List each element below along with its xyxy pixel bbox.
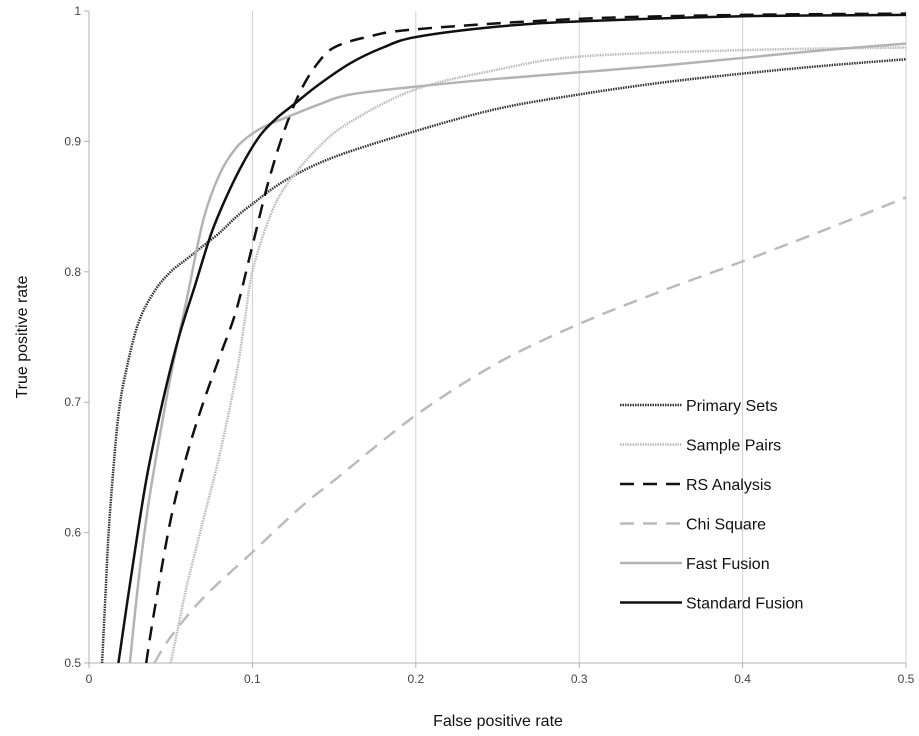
x-tick-label-1: 0.1 (244, 672, 261, 686)
axes (88, 11, 906, 664)
y-tick-label-2: 0.7 (64, 395, 81, 409)
y-axis-label: True positive rate (14, 275, 31, 398)
y-tick-labels: 0.5 0.6 0.7 0.8 0.9 1 (64, 4, 89, 670)
series-line-rs-analysis (144, 12, 906, 663)
x-tick-labels: 0 0.1 0.2 0.3 0.4 0.5 (86, 663, 915, 686)
x-tick-label-3: 0.3 (571, 672, 588, 686)
series-lines (100, 12, 906, 663)
x-tick-label-4: 0.4 (734, 672, 751, 686)
series-line-chi-square (153, 196, 906, 663)
y-tick-label-5: 1 (74, 4, 81, 18)
x-tick-label-0: 0 (86, 672, 93, 686)
x-tick-label-5: 0.5 (898, 672, 915, 686)
legend: Primary Sets Sample Pairs RS Analysis Chi S… (620, 398, 803, 613)
legend-label-sample-pairs: Sample Pairs (686, 438, 781, 455)
legend-label-chi-square: Chi Square (686, 517, 766, 534)
y-tick-label-4: 0.9 (64, 134, 81, 148)
series-line-fast-fusion (128, 42, 906, 663)
series-line-primary-sets (100, 58, 906, 663)
y-tick-label-1: 0.6 (64, 526, 81, 540)
y-tick-label-0: 0.5 (64, 656, 81, 670)
y-tick-label-3: 0.8 (64, 265, 81, 279)
x-axis-label: False positive rate (433, 713, 563, 730)
legend-label-primary-sets: Primary Sets (686, 398, 778, 415)
legend-label-rs-analysis: RS Analysis (686, 477, 771, 494)
legend-label-standard-fusion: Standard Fusion (686, 596, 803, 613)
legend-label-fast-fusion: Fast Fusion (686, 556, 770, 573)
x-tick-label-2: 0.2 (407, 672, 424, 686)
series-line-standard-fusion (117, 13, 906, 663)
